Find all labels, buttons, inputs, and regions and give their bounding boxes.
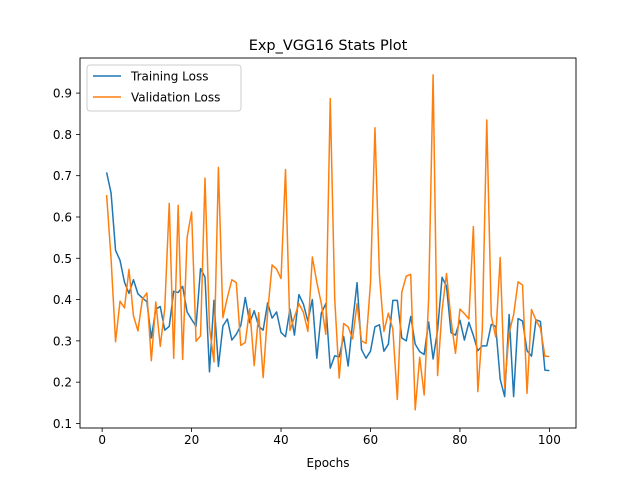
series-layer <box>105 74 550 411</box>
y-tick-label: 0.4 <box>53 293 72 307</box>
y-tick-label: 0.8 <box>53 128 72 142</box>
x-axis-label: Epochs <box>307 456 350 470</box>
legend-label-validation-loss: Validation Loss <box>131 91 220 105</box>
y-tick-label: 0.2 <box>53 376 72 390</box>
axes-frame <box>79 57 577 429</box>
x-tick-label: 80 <box>452 433 467 447</box>
series-line-validation-loss <box>105 74 550 411</box>
legend: Training Loss Validation Loss <box>86 64 242 112</box>
x-tick-label: 40 <box>273 433 288 447</box>
x-tick-label: 60 <box>363 433 378 447</box>
x-tick-label: 100 <box>538 433 561 447</box>
y-tick-label: 0.7 <box>53 169 72 183</box>
y-tick-label: 0.6 <box>53 210 72 224</box>
y-tick-label: 0.5 <box>53 252 72 266</box>
y-tick-label: 0.9 <box>53 87 72 101</box>
x-tick-label: 0 <box>98 433 106 447</box>
y-tick-label: 0.1 <box>53 417 72 431</box>
chart-title: Exp_VGG16 Stats Plot <box>249 38 408 54</box>
legend-label-training-loss: Training Loss <box>130 70 208 84</box>
x-axis: 0 20 40 60 80 100 <box>98 428 561 447</box>
legend-box <box>86 64 242 112</box>
y-tick-label: 0.3 <box>53 334 72 348</box>
y-axis: 0.1 0.2 0.3 0.4 0.5 0.6 0.7 0.8 0.9 <box>53 87 80 431</box>
x-tick-label: 20 <box>184 433 199 447</box>
